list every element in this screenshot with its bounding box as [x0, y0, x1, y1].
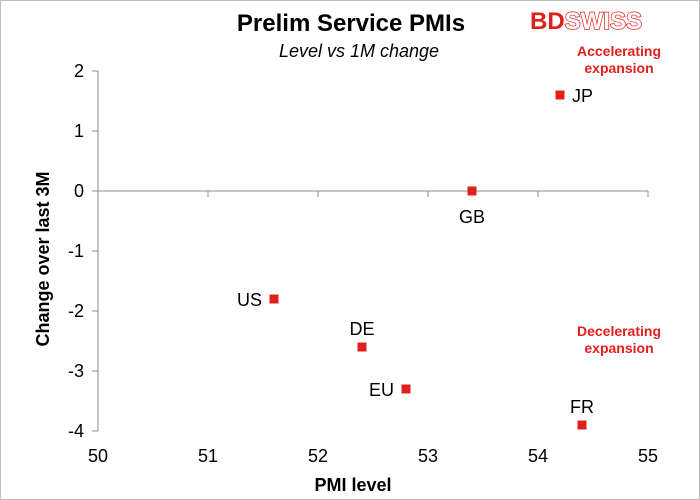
annotation-top-right-line: expansion: [584, 60, 653, 76]
data-point-jp: [555, 90, 565, 100]
data-point-gb: [467, 186, 477, 196]
y-tick-label: -1: [68, 241, 84, 261]
data-points: JP GB US DE EU FR: [237, 86, 594, 430]
x-tick-label: 52: [308, 446, 328, 466]
annotation-bottom-right-line: expansion: [584, 340, 653, 356]
point-label-de: DE: [349, 319, 374, 339]
x-tick-label: 55: [638, 446, 658, 466]
y-tick-label: 2: [74, 61, 84, 81]
chart-title: Prelim Service PMIs: [237, 10, 465, 37]
brand-logo-bd: BD: [530, 8, 565, 35]
y-tick-label: -2: [68, 301, 84, 321]
svg-text:BDSWISS: BDSWISS: [530, 8, 642, 35]
brand-logo: BDSWISS: [530, 7, 643, 35]
annotations: AcceleratingexpansionDeceleratingexpansi…: [577, 43, 661, 356]
data-point-fr: [577, 420, 587, 430]
point-label-fr: FR: [570, 397, 594, 417]
point-label-jp: JP: [572, 86, 593, 106]
point-label-eu: EU: [369, 380, 394, 400]
x-ticks: 50 51 52 53 54 55: [88, 191, 658, 466]
point-label-gb: GB: [459, 207, 485, 227]
brand-logo-swiss: SWISS: [565, 8, 642, 35]
point-label-us: US: [237, 290, 262, 310]
chart-subtitle: Level vs 1M change: [279, 41, 439, 61]
data-point-us: [269, 294, 279, 304]
x-tick-label: 51: [198, 446, 218, 466]
data-point-de: [357, 342, 367, 352]
data-point-eu: [401, 384, 411, 394]
x-axis-label: PMI level: [314, 475, 391, 495]
y-tick-label: 1: [74, 121, 84, 141]
x-tick-label: 50: [88, 446, 108, 466]
y-ticks: 2 1 0 -1 -2 -3 -4: [68, 61, 98, 441]
y-tick-label: -4: [68, 421, 84, 441]
y-tick-label: 0: [74, 181, 84, 201]
annotation-top-right-line: Accelerating: [577, 43, 661, 59]
x-tick-label: 53: [418, 446, 438, 466]
x-tick-label: 54: [528, 446, 548, 466]
y-tick-label: -3: [68, 361, 84, 381]
annotation-bottom-right-line: Decelerating: [577, 323, 661, 339]
y-axis-label: Change over last 3M: [33, 171, 53, 346]
